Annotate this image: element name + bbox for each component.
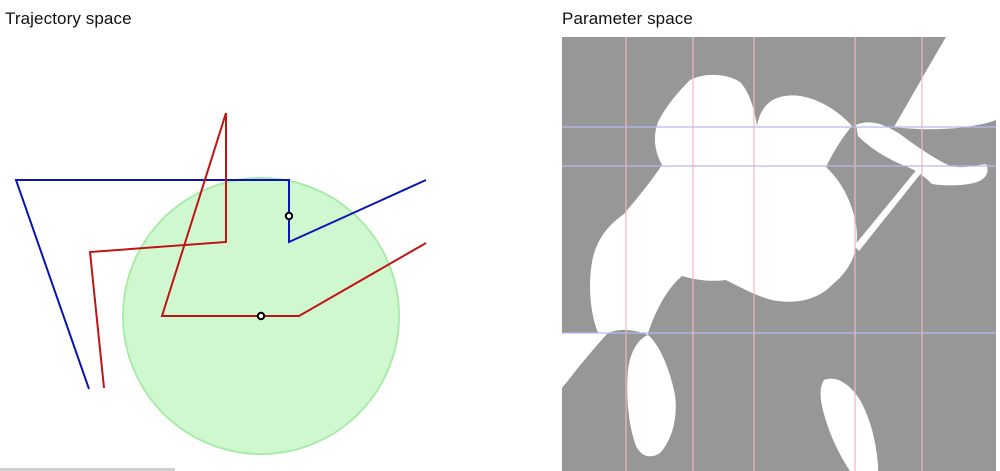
- blue-trajectory[interactable]: [14, 179, 427, 390]
- blue-trajectory-handle[interactable]: [284, 211, 294, 221]
- parameter-space-title: Parameter space: [562, 9, 693, 28]
- horizontal-gridlines: [562, 126, 996, 334]
- parameter-space-panel: Parameter space: [560, 0, 1000, 471]
- horizontal-scrollbar[interactable]: [0, 468, 175, 471]
- trajectory-space-panel: Trajectory space: [0, 0, 560, 471]
- trajectory-canvas[interactable]: [0, 0, 560, 471]
- vertical-gridlines: [625, 37, 923, 471]
- free-space-regions: [562, 37, 996, 471]
- trajectory-space-title: Trajectory space: [5, 9, 132, 28]
- red-trajectory-handle[interactable]: [256, 311, 266, 321]
- parameter-canvas[interactable]: [560, 0, 1000, 471]
- red-trajectory[interactable]: [88, 112, 427, 389]
